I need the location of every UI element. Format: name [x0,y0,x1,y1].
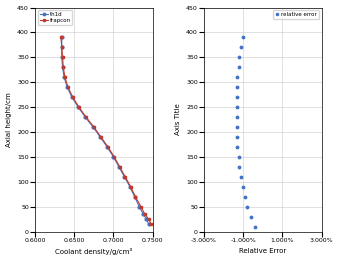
relative error [253,225,257,228]
frapcon [71,96,75,99]
frapcon [123,175,127,179]
relative error [235,116,239,119]
th1d [60,46,64,49]
frapcon [118,165,122,168]
frapcon [59,36,63,39]
frapcon [60,46,64,49]
frapcon [77,106,81,109]
relative error [237,56,241,59]
th1d [70,96,74,99]
th1d [122,175,126,179]
relative error [239,175,243,179]
th1d [117,165,121,168]
th1d [137,205,141,208]
th1d [147,223,151,226]
frapcon [129,185,133,188]
Y-axis label: Axial height/cm: Axial height/cm [5,92,12,147]
th1d [60,36,64,39]
Legend: relative error: relative error [273,10,319,19]
th1d [105,145,109,149]
relative error [235,126,239,129]
X-axis label: Coolant density/g/cm³: Coolant density/g/cm³ [55,248,133,256]
frapcon [63,76,67,79]
frapcon [133,195,137,198]
relative error [235,76,239,79]
Line: frapcon: frapcon [60,36,153,226]
frapcon [99,135,103,139]
th1d [76,106,80,109]
relative error [249,215,253,218]
th1d [60,66,64,69]
th1d [128,185,132,188]
frapcon [139,205,143,208]
relative error [237,165,241,168]
Line: th1d: th1d [60,36,150,226]
frapcon [143,213,147,216]
Line: relative error: relative error [235,35,257,229]
th1d [133,195,137,198]
frapcon [60,56,64,59]
relative error [237,66,241,69]
frapcon [112,155,116,158]
relative error [235,106,239,109]
frapcon [84,116,88,119]
relative error [235,135,239,139]
th1d [98,135,102,139]
th1d [144,218,148,221]
Legend: th1d, frapcon: th1d, frapcon [38,10,72,25]
th1d [112,155,116,158]
relative error [235,86,239,89]
Y-axis label: Axis Title: Axis Title [175,104,181,135]
relative error [245,205,249,208]
relative error [239,46,243,49]
th1d [83,116,87,119]
th1d [91,126,95,129]
frapcon [149,223,153,226]
relative error [235,145,239,149]
relative error [241,36,245,39]
th1d [141,213,145,216]
relative error [235,96,239,99]
th1d [60,56,64,59]
relative error [241,185,245,188]
th1d [62,76,66,79]
relative error [237,155,241,158]
frapcon [92,126,96,129]
frapcon [147,218,151,221]
X-axis label: Relative Error: Relative Error [239,248,286,254]
relative error [243,195,247,198]
frapcon [106,145,110,149]
frapcon [61,66,65,69]
frapcon [66,86,70,89]
th1d [65,86,69,89]
